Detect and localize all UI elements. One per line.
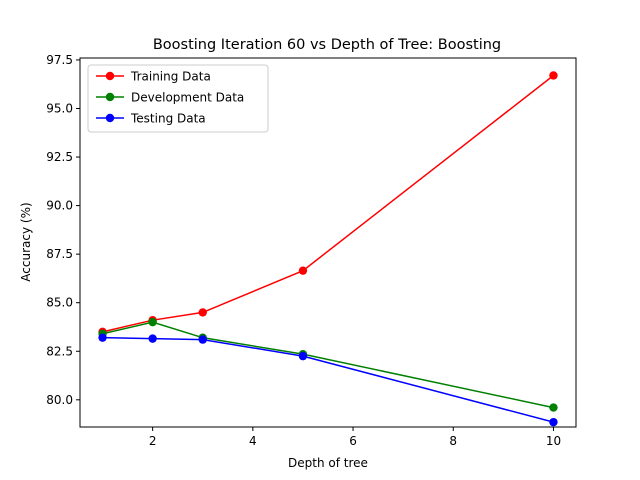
y-axis-label: Accuracy (%)	[19, 202, 33, 281]
y-tick-label: 82.5	[46, 344, 73, 358]
chart-title: Boosting Iteration 60 vs Depth of Tree: …	[153, 37, 501, 53]
x-tick-label: 4	[249, 434, 257, 448]
x-axis: 2 4 6 8 10	[149, 427, 561, 448]
data-point	[298, 351, 308, 361]
legend-label: Development Data	[131, 91, 244, 105]
legend-box	[87, 64, 269, 133]
x-tick-label: 10	[546, 434, 561, 448]
plot-markers	[98, 71, 558, 427]
x-axis-label: Depth of tree	[288, 456, 368, 470]
legend-label: Testing Data	[130, 112, 206, 126]
y-tick-label: 95.0	[46, 101, 73, 115]
y-tick-label: 90.0	[46, 199, 73, 213]
data-point	[198, 335, 207, 344]
data-point	[148, 317, 157, 327]
data-point	[98, 333, 107, 342]
data-point	[549, 417, 558, 427]
data-point	[298, 266, 308, 275]
y-tick-label: 85.0	[46, 296, 73, 310]
x-tick-label: 2	[149, 434, 157, 448]
data-point	[549, 71, 558, 80]
data-point	[198, 308, 207, 317]
x-tick-label: 8	[449, 434, 457, 448]
legend-label: Training Data	[130, 70, 211, 84]
plot-frame	[79, 57, 577, 428]
y-axis: 80.0 82.5 85.0 87.5 90.0 92.5 95.0 97.5	[46, 53, 80, 407]
legend-marker	[105, 71, 115, 81]
series-line-2	[102, 336, 554, 423]
legend: Training Data Development Data Testing Dat…	[87, 64, 269, 133]
data-point	[549, 403, 558, 412]
legend-marker	[105, 113, 115, 123]
legend-marker	[105, 92, 115, 102]
y-tick-label: 87.5	[46, 247, 73, 261]
y-tick-label: 97.5	[46, 53, 73, 67]
y-tick-label: 80.0	[46, 393, 73, 407]
y-tick-label: 92.5	[46, 150, 73, 164]
series-line-1	[102, 321, 554, 409]
data-point	[148, 334, 157, 343]
x-tick-label: 6	[349, 434, 357, 448]
